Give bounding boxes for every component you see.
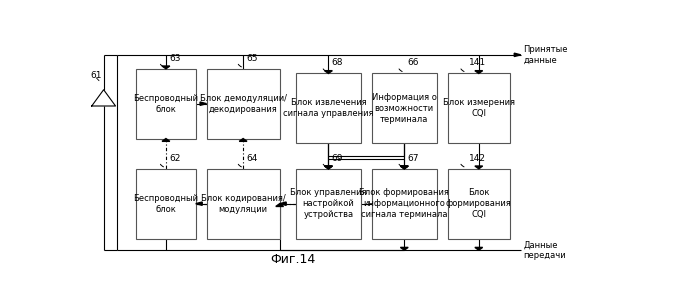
- Bar: [296, 169, 361, 239]
- Text: 141: 141: [470, 58, 487, 67]
- Polygon shape: [475, 247, 483, 250]
- Text: 66: 66: [408, 58, 419, 67]
- Polygon shape: [280, 202, 286, 205]
- Polygon shape: [324, 166, 332, 169]
- Polygon shape: [401, 166, 408, 169]
- Text: Блок
формирования
CQI: Блок формирования CQI: [446, 188, 512, 219]
- Text: Принятые
данные: Принятые данные: [524, 45, 568, 65]
- Polygon shape: [196, 202, 202, 205]
- Text: Блок кодирования/
модуляции: Блок кодирования/ модуляции: [201, 194, 285, 214]
- Bar: [447, 73, 510, 143]
- Text: Блок управления
настройкой
устройства: Блок управления настройкой устройства: [290, 188, 367, 219]
- Text: Блок измерения
CQI: Блок измерения CQI: [442, 98, 514, 118]
- Polygon shape: [324, 71, 332, 73]
- Text: Беспроводный
блок: Беспроводный блок: [134, 194, 199, 214]
- Bar: [136, 69, 196, 139]
- Text: Информация о
возможности
терминала: Информация о возможности терминала: [372, 93, 437, 124]
- Bar: [207, 169, 280, 239]
- Polygon shape: [200, 102, 207, 105]
- Text: 64: 64: [247, 154, 258, 163]
- Polygon shape: [239, 139, 247, 141]
- Text: 62: 62: [169, 154, 180, 163]
- Text: Блок извлечения
сигнала управления: Блок извлечения сигнала управления: [283, 98, 374, 118]
- Text: 63: 63: [169, 54, 180, 63]
- Text: 61: 61: [90, 71, 101, 80]
- Polygon shape: [475, 71, 483, 73]
- Bar: [447, 169, 510, 239]
- Polygon shape: [401, 166, 408, 169]
- Bar: [372, 169, 437, 239]
- Text: 67: 67: [408, 154, 419, 163]
- Polygon shape: [324, 166, 332, 169]
- Text: 65: 65: [247, 54, 258, 63]
- Polygon shape: [401, 247, 408, 250]
- Text: 69: 69: [332, 154, 343, 163]
- Text: Блок формирования
информационного
сигнала терминала: Блок формирования информационного сигнал…: [359, 188, 449, 219]
- Bar: [296, 73, 361, 143]
- Text: 142: 142: [470, 154, 487, 163]
- Polygon shape: [324, 166, 332, 169]
- Polygon shape: [162, 66, 170, 69]
- Polygon shape: [401, 166, 408, 169]
- Text: 68: 68: [332, 58, 343, 67]
- Polygon shape: [475, 166, 483, 169]
- Text: Блок демодуляции/
декодирования: Блок демодуляции/ декодирования: [200, 94, 287, 114]
- Bar: [207, 69, 280, 139]
- Text: Беспроводный
блок: Беспроводный блок: [134, 94, 199, 114]
- Text: Данные
передачи: Данные передачи: [524, 240, 566, 260]
- Polygon shape: [162, 139, 170, 141]
- Polygon shape: [514, 53, 521, 56]
- Bar: [136, 169, 196, 239]
- Polygon shape: [276, 204, 284, 207]
- Bar: [372, 73, 437, 143]
- Text: Фиг.14: Фиг.14: [271, 253, 316, 266]
